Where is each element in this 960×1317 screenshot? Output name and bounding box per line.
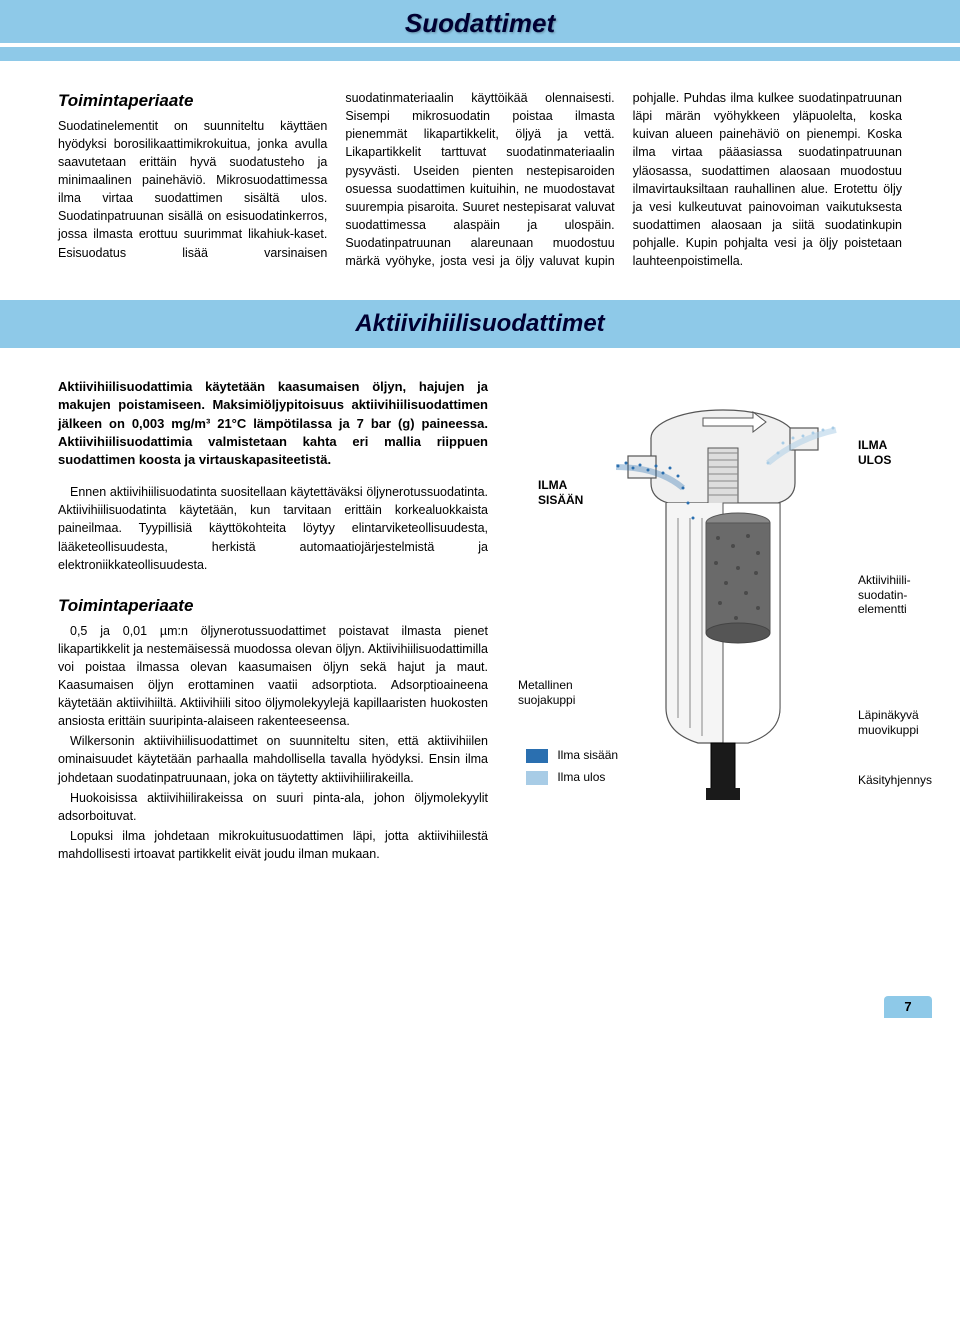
header-thin-bar	[0, 47, 960, 61]
para-1: Ennen aktiivihiilisuodatinta suositellaa…	[58, 483, 488, 574]
section-toimintaperiaate: Toimintaperiaate Suodatinelementit on su…	[0, 61, 960, 300]
label-carbon-element: Aktiivihiili- suodatin- elementti	[858, 573, 911, 616]
subheading-2: Toimintaperiaate	[58, 594, 488, 619]
legend-air-out: Ilma ulos	[526, 770, 605, 785]
legend-air-out-text: Ilma ulos	[557, 770, 605, 784]
left-text-column: Aktiivihiilisuodattimia käytetään kaasum…	[58, 378, 488, 958]
para-5: Lopuksi ilma johdetaan mikrokuitusuodatt…	[58, 827, 488, 863]
label-metal-cup: Metallinen suojakuppi	[518, 678, 575, 707]
section2-title: Aktiivihiilisuodattimet	[0, 310, 960, 338]
label-drain: Käsityhjennys	[858, 773, 932, 787]
legend-air-in-text: Ilma sisään	[557, 748, 618, 762]
swatch-air-in-icon	[526, 749, 548, 763]
label-air-in: ILMA SISÄÄN	[538, 478, 583, 507]
page-footer: 7	[0, 988, 960, 1028]
para-4: Huokoisissa aktiivihiilirakeissa on suur…	[58, 789, 488, 825]
swatch-air-out-icon	[526, 771, 548, 785]
legend-air-in: Ilma sisään	[526, 748, 618, 763]
diagram-area: ILMA SISÄÄN ILMA ULOS Aktiivihiili- suod…	[508, 378, 902, 958]
filter-diagram-svg	[608, 388, 838, 828]
page-number-tab: 7	[884, 996, 932, 1018]
para-2: 0,5 ja 0,01 µm:n öljynerotussuodattimet …	[58, 622, 488, 731]
page-title: Suodattimet	[0, 8, 960, 39]
body-text-1: Suodatinelementit on suunniteltu käyttäe…	[58, 91, 902, 268]
label-air-out: ILMA ULOS	[858, 438, 891, 467]
label-transparent-cup: Läpinäkyvä muovikuppi	[858, 708, 919, 737]
para-3: Wilkersonin aktiivihiilisuodattimet on s…	[58, 732, 488, 786]
subheading-toimintaperiaate: Toimintaperiaate	[58, 89, 327, 114]
section2-header-bar: Aktiivihiilisuodattimet	[0, 300, 960, 348]
three-column-text: Toimintaperiaate Suodatinelementit on su…	[58, 89, 902, 270]
page-header: Suodattimet	[0, 0, 960, 43]
intro-bold: Aktiivihiilisuodattimia käytetään kaasum…	[58, 378, 488, 469]
section-aktiivihiili: Aktiivihiilisuodattimia käytetään kaasum…	[0, 348, 960, 978]
